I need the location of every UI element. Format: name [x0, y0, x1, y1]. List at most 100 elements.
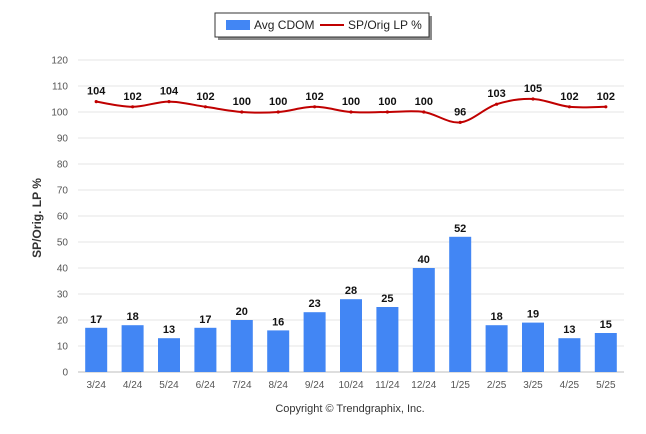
bar	[121, 325, 144, 372]
line-data-label: 100	[233, 96, 251, 108]
line-point	[240, 110, 244, 114]
line-point	[385, 110, 389, 114]
bar-data-label: 13	[563, 324, 575, 336]
line-data-label: 104	[87, 86, 106, 98]
line-point	[276, 110, 280, 114]
line-data-label: 100	[415, 96, 433, 108]
y-tick-label: 50	[57, 238, 69, 249]
legend-label-avg-cdom: Avg CDOM	[254, 18, 314, 32]
x-tick-label: 5/25	[596, 380, 616, 391]
bar	[522, 322, 544, 372]
y-tick-label: 110	[52, 82, 68, 93]
bar-data-label: 18	[490, 311, 502, 323]
line-point	[567, 105, 572, 109]
y-tick-label: 10	[57, 342, 69, 353]
line-point	[458, 120, 462, 124]
x-tick-label: 3/25	[523, 380, 543, 391]
bar-data-label: 23	[308, 298, 320, 310]
legend-label-sp-orig: SP/Orig LP %	[348, 18, 422, 32]
x-tick-label: 4/25	[560, 380, 580, 391]
y-tick-label: 70	[57, 186, 69, 197]
y-tick-label: 0	[62, 368, 68, 379]
bar-data-label: 25	[381, 293, 393, 305]
line-point	[203, 105, 207, 109]
bar	[558, 338, 581, 372]
line-point	[422, 110, 426, 114]
x-tick-label: 1/25	[450, 380, 470, 391]
bar	[230, 320, 253, 372]
line-point	[349, 110, 353, 114]
bar	[194, 327, 217, 372]
bar	[376, 307, 399, 372]
legend-swatch-avg-cdom	[226, 20, 250, 30]
line-data-label: 102	[560, 91, 578, 103]
line-data-label: 102	[305, 91, 323, 103]
bar-data-labels: 17 18 13 17 20 16 23 28 25 40 52 18 19 13 15	[90, 223, 612, 336]
line-data-label: 102	[196, 91, 214, 103]
y-tick-label: 60	[57, 212, 69, 223]
x-tick-label: 6/24	[196, 380, 216, 391]
bar-data-label: 17	[199, 314, 211, 326]
line-point	[94, 100, 98, 104]
x-axis-ticks: 3/24 4/24 5/24 6/24 7/24 8/24 9/24 10/24 11/24 12…	[86, 380, 616, 391]
x-tick-label: 9/24	[305, 380, 325, 391]
x-tick-label: 7/24	[232, 380, 252, 391]
x-tick-label: 10/24	[338, 380, 363, 391]
bar-data-label: 19	[527, 309, 539, 321]
bar	[449, 236, 472, 372]
line-point	[604, 105, 608, 109]
line-point	[495, 102, 499, 106]
bar	[594, 333, 617, 372]
y-tick-label: 90	[57, 134, 69, 145]
legend: Avg CDOM SP/Orig LP %	[214, 12, 432, 40]
bar-data-label: 13	[163, 324, 175, 336]
bar-data-label: 28	[345, 285, 357, 297]
x-tick-label: 8/24	[268, 380, 288, 391]
bar	[485, 325, 508, 372]
y-tick-label: 100	[51, 108, 68, 119]
line-data-label: 100	[269, 96, 287, 108]
bar-data-label: 15	[600, 319, 612, 331]
copyright-text: Copyright © Trendgraphix, Inc.	[275, 403, 424, 415]
x-tick-label: 3/24	[86, 380, 106, 391]
line-point	[131, 105, 135, 109]
line-point	[167, 100, 171, 104]
bar	[267, 330, 290, 372]
bar-data-label: 20	[236, 306, 248, 318]
bar-data-label: 40	[418, 254, 430, 266]
line-data-label: 100	[342, 96, 360, 108]
y-axis-ticks: 0 10 20 30 40 50 60 70 80 90 100 110 120	[51, 56, 68, 379]
x-tick-label: 5/24	[159, 380, 179, 391]
bar	[412, 268, 435, 372]
bar-data-label: 17	[90, 314, 102, 326]
line-data-label: 100	[378, 96, 396, 108]
bar	[158, 338, 180, 372]
bar-data-label: 18	[126, 311, 138, 323]
x-tick-label: 4/24	[123, 380, 143, 391]
y-axis-label: SP/Orig. LP %	[30, 178, 44, 258]
x-tick-label: 2/25	[487, 380, 507, 391]
bar-data-label: 16	[272, 316, 284, 328]
y-tick-label: 20	[57, 316, 69, 327]
y-tick-label: 80	[57, 160, 69, 171]
bar-series	[85, 236, 617, 372]
bar	[303, 312, 326, 372]
bar-data-label: 52	[454, 223, 466, 235]
y-tick-label: 30	[57, 290, 69, 301]
line-data-labels: 104 102 104 102 100 100 102 100 100 100 96 103 105 10…	[87, 83, 615, 118]
line-data-label: 104	[160, 86, 179, 98]
line-data-label: 96	[454, 106, 466, 118]
x-tick-label: 11/24	[375, 380, 400, 391]
bar	[85, 327, 108, 372]
line-series	[94, 97, 608, 124]
x-tick-label: 12/24	[411, 380, 436, 391]
y-tick-label: 120	[51, 56, 68, 67]
line-data-label: 102	[597, 91, 615, 103]
line-data-label: 102	[123, 91, 141, 103]
bar	[340, 299, 362, 372]
line-data-label: 103	[487, 88, 505, 100]
line-point	[531, 97, 535, 101]
line-data-label: 105	[524, 83, 542, 95]
